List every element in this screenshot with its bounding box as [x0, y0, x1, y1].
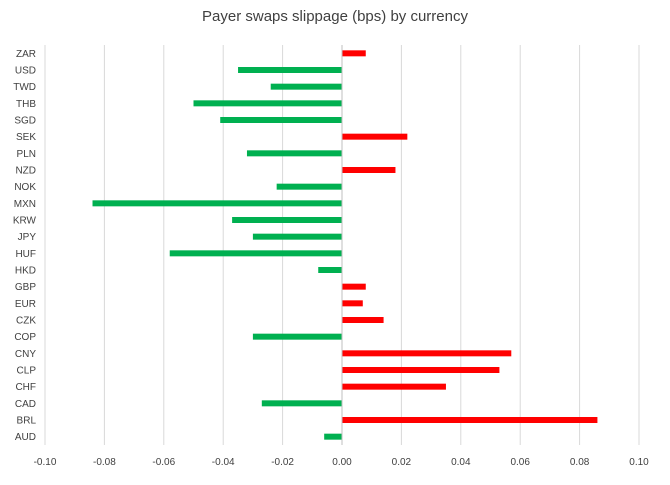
y-tick-label: HKD: [15, 266, 36, 277]
bar-jpy: [252, 233, 342, 240]
bar-cop: [252, 333, 342, 340]
y-tick-label: JPY: [18, 232, 37, 243]
x-tick-label: 0.04: [451, 457, 471, 468]
y-tick-label: THB: [16, 99, 36, 110]
x-tick-label: -0.02: [271, 457, 294, 468]
x-tick-label: 0.06: [510, 457, 530, 468]
bar-clp: [342, 367, 500, 373]
bar-krw: [232, 217, 342, 223]
y-tick-label: COP: [14, 332, 36, 343]
y-tick-label: NOK: [14, 182, 36, 193]
y-tick-label: TWD: [13, 82, 36, 93]
y-tick-label: SGD: [14, 116, 36, 127]
y-tick-label: ZAR: [16, 49, 36, 60]
bar-hkd: [318, 267, 342, 273]
x-tick-label: 0.00: [332, 457, 352, 468]
x-tick-label: 0.08: [570, 457, 590, 468]
y-tick-label: HUF: [15, 249, 36, 260]
bar-mxn: [92, 200, 343, 207]
y-tick-label: EUR: [15, 299, 36, 310]
bar-cny: [342, 350, 512, 357]
bar-nzd: [342, 167, 396, 173]
labels: -0.10 -0.08 -0.06 -0.04 -0.02 0.00 0.02 0.04 0.0…: [13, 49, 649, 468]
bar-sek: [342, 133, 408, 140]
y-tick-label: AUD: [15, 432, 36, 443]
bar-twd: [270, 83, 342, 90]
y-tick-label: CZK: [16, 316, 36, 327]
x-tick-label: -0.04: [212, 457, 235, 468]
gridlines: [44, 45, 640, 445]
y-tick-label: GBP: [15, 282, 36, 293]
bar-eur: [342, 300, 363, 307]
y-tick-label: USD: [15, 66, 36, 77]
y-tick-label: CHF: [15, 382, 36, 393]
x-tick-label: 0.02: [392, 457, 412, 468]
y-tick-label: NZD: [15, 166, 36, 177]
bar-nok: [276, 183, 342, 190]
bars: [92, 50, 598, 440]
x-tick-label: -0.10: [34, 457, 57, 468]
bar-zar: [342, 50, 366, 57]
y-tick-label: KRW: [13, 216, 37, 227]
y-tick-label: CLP: [17, 366, 37, 377]
bar-cad: [261, 400, 342, 407]
x-tick-label: -0.06: [152, 457, 175, 468]
chart-title: Payer swaps slippage (bps) by currency: [202, 8, 468, 25]
x-tick-label: 0.10: [629, 457, 649, 468]
y-tick-label: SEK: [16, 132, 36, 143]
y-tick-label: CNY: [15, 349, 36, 360]
x-tick-label: -0.08: [93, 457, 116, 468]
bar-sgd: [220, 117, 342, 123]
bar-chf: [342, 383, 446, 390]
bar-pln: [246, 150, 342, 157]
bar-usd: [238, 67, 342, 73]
bar-thb: [193, 100, 342, 107]
y-tick-label: MXN: [14, 199, 36, 210]
bar-gbp: [342, 283, 366, 290]
bar-aud: [324, 433, 342, 440]
bar-czk: [342, 317, 384, 323]
y-tick-label: CAD: [15, 399, 36, 410]
y-tick-label: BRL: [17, 416, 37, 427]
bar-huf: [169, 250, 342, 257]
bar-brl: [342, 417, 598, 423]
y-tick-label: PLN: [17, 149, 36, 160]
